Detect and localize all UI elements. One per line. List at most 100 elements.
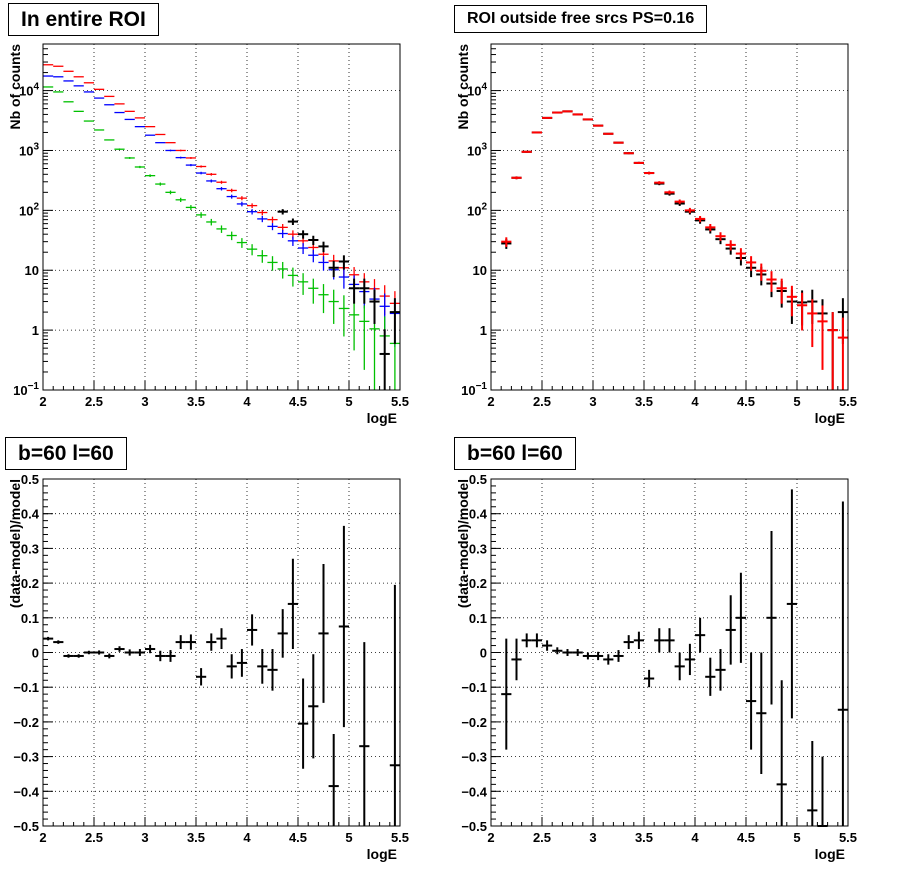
y-tick-label: 0	[32, 646, 39, 661]
y-tick-label: −0.4	[461, 784, 487, 799]
x-tick-label: 3.5	[635, 394, 653, 409]
data-point	[644, 669, 655, 688]
data-point	[114, 646, 125, 652]
data-point	[531, 633, 542, 648]
series-1	[501, 489, 848, 827]
data-point	[746, 652, 757, 750]
data-point	[827, 312, 838, 390]
data-point	[318, 241, 329, 253]
data-point	[247, 203, 258, 209]
data-point	[725, 240, 736, 251]
data-point	[511, 638, 522, 681]
data-point	[196, 668, 207, 686]
data-point	[369, 289, 380, 324]
y-axis-label: (data-model)/model	[7, 479, 23, 608]
x-tick-label: 3.5	[187, 394, 205, 409]
data-point	[134, 165, 145, 169]
x-tick-label: 3	[141, 830, 148, 845]
data-point	[236, 649, 247, 677]
x-tick-label: 2.5	[85, 830, 103, 845]
data-point	[124, 157, 135, 159]
data-point	[603, 654, 614, 665]
data-point	[776, 278, 787, 304]
data-point	[644, 171, 655, 175]
panel-2-title: ROI outside free srcs PS=0.16	[454, 5, 708, 33]
y-tick-label: 0.3	[21, 541, 39, 556]
data-point	[338, 525, 349, 728]
panel-1-title: In entire ROI	[8, 3, 159, 36]
y-tick-exponent: 3	[481, 141, 487, 152]
x-tick-label: 3.5	[635, 830, 653, 845]
data-point	[349, 278, 360, 304]
data-point	[807, 299, 818, 348]
data-point	[104, 653, 115, 659]
x-tick-label: 5	[345, 830, 352, 845]
data-point	[175, 635, 186, 650]
x-tick-label: 2	[39, 830, 46, 845]
data-point	[715, 649, 726, 691]
data-point	[735, 572, 746, 663]
data-point	[654, 628, 665, 653]
data-point	[287, 236, 298, 246]
plot-frame	[490, 43, 849, 391]
data-point	[267, 256, 278, 271]
x-tick-label: 3	[589, 830, 596, 845]
data-point	[257, 649, 268, 684]
data-point	[582, 652, 593, 660]
data-point	[73, 654, 84, 658]
data-point	[654, 181, 665, 185]
data-point	[501, 638, 512, 750]
data-point	[511, 176, 522, 180]
y-tick-label: 10−1	[461, 381, 487, 398]
y-tick-label: 1	[32, 323, 39, 338]
data-point	[349, 300, 360, 351]
data-point	[196, 165, 207, 168]
y-axis-label: Nb of counts	[7, 44, 23, 130]
data-point	[623, 635, 634, 650]
data-point	[247, 614, 258, 646]
data-point	[145, 174, 156, 178]
y-tick-label: 0.4	[21, 507, 40, 522]
panel-4: 2 2.5 3 3.5 4 4.5 5 5.5 −0.5 −0.4 −0.3 −0.2 −0.1 0 0.1…	[455, 472, 857, 862]
data-point	[267, 216, 278, 223]
data-point	[521, 150, 532, 153]
x-tick-label: 2.5	[533, 830, 551, 845]
data-point	[633, 631, 644, 650]
data-point	[766, 271, 777, 292]
y-tick-label: 102	[19, 201, 39, 218]
data-point	[318, 256, 329, 271]
data-point	[684, 643, 695, 676]
data-point	[328, 260, 339, 278]
plot-frame	[42, 478, 401, 827]
data-point	[786, 489, 797, 719]
x-tick-label: 4.5	[737, 830, 755, 845]
data-point	[562, 649, 573, 656]
x-tick-label: 2	[487, 394, 494, 409]
data-point	[613, 650, 624, 662]
data-point	[83, 650, 94, 655]
y-tick-label: 0.2	[469, 576, 487, 591]
data-point	[165, 190, 176, 195]
data-point	[196, 171, 207, 175]
y-tick-label: −0.1	[13, 680, 39, 695]
data-point	[308, 278, 319, 304]
y-tick-label: 102	[467, 201, 487, 218]
data-point	[226, 231, 237, 241]
data-point	[338, 269, 349, 289]
data-point	[705, 657, 716, 696]
data-point	[287, 267, 298, 287]
data-point	[257, 250, 268, 263]
data-point	[338, 255, 349, 270]
data-point	[216, 180, 227, 184]
y-tick-exponent: 3	[33, 141, 39, 152]
y-tick-label: 10−1	[13, 381, 39, 398]
plot-frame	[42, 43, 401, 391]
data-point	[175, 149, 186, 152]
data-point	[389, 584, 400, 826]
data-point	[145, 644, 156, 654]
x-tick-label: 5	[345, 394, 352, 409]
data-point	[684, 207, 695, 214]
x-tick-label: 2.5	[533, 394, 551, 409]
